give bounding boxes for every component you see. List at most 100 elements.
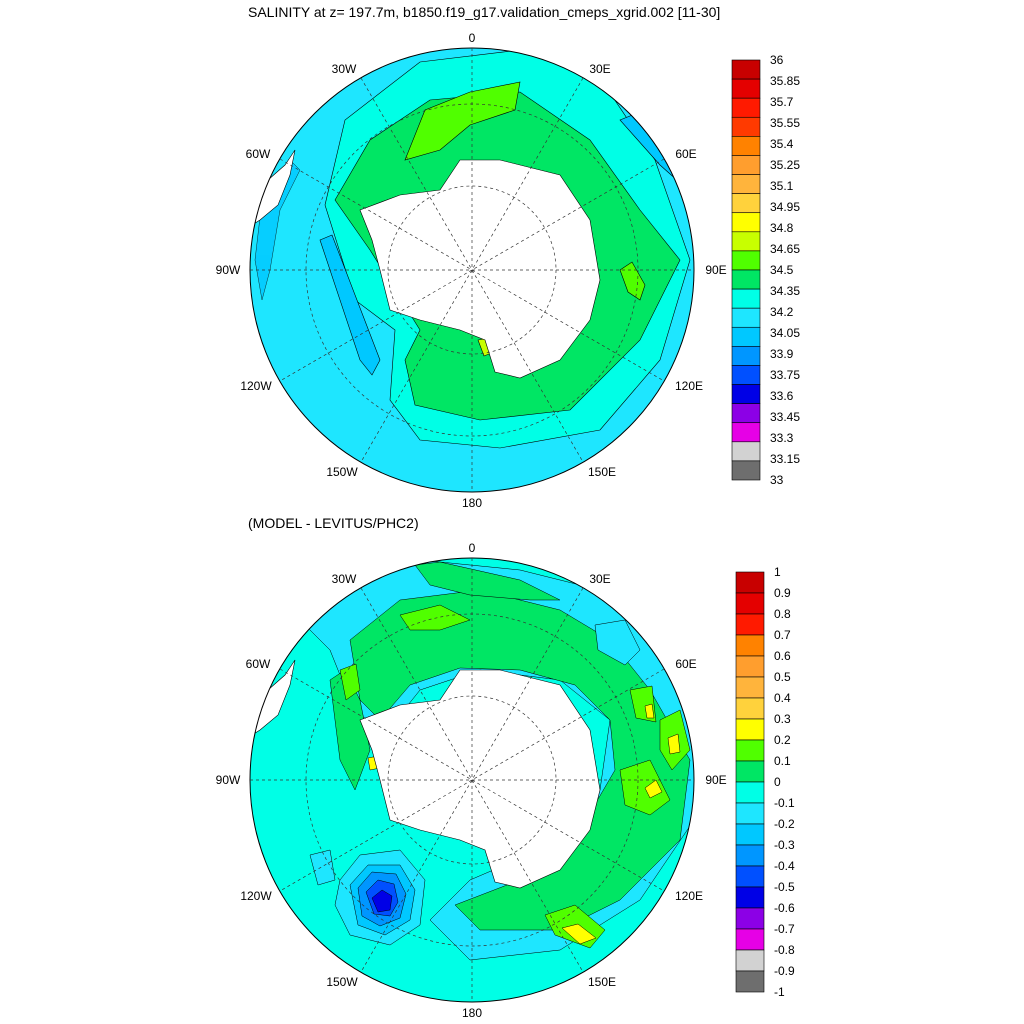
lon-label-30w: 30W — [332, 572, 357, 586]
colorbar-swatch — [731, 384, 761, 404]
colorbar-swatch — [735, 592, 765, 615]
colorbar-label: 34.35 — [770, 284, 800, 298]
colorbar-label: 35.55 — [770, 116, 800, 130]
colorbar-label: 0.3 — [774, 712, 791, 726]
colorbar-swatch — [731, 212, 761, 233]
colorbar-label: 0.2 — [774, 733, 791, 747]
colorbar-swatch — [731, 136, 761, 156]
colorbar-label: 0.9 — [774, 586, 791, 600]
map-title-difference: (MODEL - LEVITUS/PHC2) — [248, 515, 419, 531]
colorbar-label: -0.1 — [774, 796, 795, 810]
difference-graticule — [250, 558, 694, 1002]
colorbar-swatch — [731, 193, 761, 214]
colorbar-label: 35.7 — [770, 95, 794, 109]
lon-label-120w: 120W — [240, 889, 272, 903]
colorbar-swatch — [731, 365, 761, 385]
colorbar-swatch — [735, 760, 765, 783]
difference-longitude-labels: 0 30E 60E 90E 120E 150E 180 150W 120W 90… — [216, 541, 727, 1020]
lon-label-30e: 30E — [589, 572, 610, 586]
colorbar-swatch — [731, 231, 761, 252]
colorbar-label: -0.7 — [774, 922, 795, 936]
lon-label-90e: 90E — [705, 773, 726, 787]
colorbar-label: 33.45 — [770, 410, 800, 424]
colorbar-swatch — [731, 155, 761, 175]
colorbar-swatch — [735, 613, 765, 636]
lon-label-150w: 150W — [326, 465, 358, 479]
colorbar-label: 33.75 — [770, 368, 800, 382]
colorbar-label: 35.85 — [770, 74, 800, 88]
lon-label-90w: 90W — [216, 263, 241, 277]
colorbar-swatch — [735, 655, 765, 678]
colorbar-swatch — [731, 346, 761, 366]
colorbar-swatch — [735, 928, 765, 951]
colorbar-label: 35.4 — [770, 137, 794, 151]
colorbar-swatch — [735, 739, 765, 762]
lon-label-60w: 60W — [246, 147, 271, 161]
colorbar-swatch — [735, 949, 765, 972]
colorbar-swatch — [735, 865, 765, 888]
lon-label-150e: 150E — [588, 465, 616, 479]
colorbar-label: -1 — [774, 985, 785, 999]
lon-label-30w: 30W — [332, 62, 357, 76]
colorbar-swatch — [731, 307, 761, 328]
colorbar-label: 1 — [774, 565, 781, 579]
colorbar-label: 34.95 — [770, 200, 800, 214]
colorbar-label: 0.4 — [774, 691, 791, 705]
lon-label-0: 0 — [469, 31, 476, 45]
colorbar-swatch — [735, 634, 765, 657]
colorbar-label: 33.15 — [770, 452, 800, 466]
colorbar-swatch — [735, 781, 765, 804]
salinity-colorbar: 36 35.85 35.7 35.55 35.4 35.25 35.1 34.95 34.8 34… — [731, 53, 800, 487]
colorbar-label: 34.05 — [770, 326, 800, 340]
colorbar-label: 0.1 — [774, 754, 791, 768]
colorbar-label: -0.9 — [774, 964, 795, 978]
colorbar-label: 34.2 — [770, 305, 794, 319]
lon-label-120e: 120E — [675, 889, 703, 903]
colorbar-label: -0.8 — [774, 943, 795, 957]
salinity-longitude-labels: 0 30E 60E 90E 120E 150E 180 150W 120W 90… — [216, 31, 727, 510]
colorbar-swatch — [735, 697, 765, 720]
lon-label-60e: 60E — [675, 657, 696, 671]
colorbar-swatch — [731, 78, 761, 99]
lon-label-150e: 150E — [588, 975, 616, 989]
colorbar-label: -0.6 — [774, 901, 795, 915]
lon-label-180: 180 — [462, 496, 482, 510]
lon-label-150w: 150W — [326, 975, 358, 989]
lon-label-90e: 90E — [705, 263, 726, 277]
colorbar-swatch — [735, 907, 765, 930]
colorbar-swatch — [731, 460, 761, 481]
colorbar-swatch — [731, 326, 761, 347]
colorbar-label: 33.6 — [770, 389, 794, 403]
colorbar-label: 0.5 — [774, 670, 791, 684]
lon-label-120w: 120W — [240, 379, 272, 393]
colorbar-swatch — [731, 116, 761, 137]
colorbar-swatch — [731, 59, 761, 80]
colorbar-swatch — [731, 97, 761, 118]
colorbar-swatch — [731, 403, 761, 424]
colorbar-label: 34.65 — [770, 242, 800, 256]
lon-label-0: 0 — [469, 541, 476, 555]
colorbar-swatch — [731, 441, 761, 462]
colorbar-label: 34.5 — [770, 263, 794, 277]
colorbar-label: 0.7 — [774, 628, 791, 642]
lon-label-120e: 120E — [675, 379, 703, 393]
colorbar-swatch — [731, 422, 761, 443]
salinity-graticule — [250, 48, 694, 492]
colorbar-swatch — [735, 886, 765, 909]
colorbar-swatch — [735, 802, 765, 825]
colorbar-label: -0.2 — [774, 817, 795, 831]
colorbar-label: -0.3 — [774, 838, 795, 852]
lon-label-60e: 60E — [675, 147, 696, 161]
lon-label-180: 180 — [462, 1006, 482, 1020]
salinity-polar-map — [250, 48, 694, 492]
colorbar-swatch — [731, 269, 761, 290]
colorbar-label: 36 — [770, 53, 784, 67]
colorbar-swatch — [731, 174, 761, 194]
colorbar-label: 35.25 — [770, 158, 800, 172]
colorbar-label: 35.1 — [770, 179, 794, 193]
colorbar-swatch — [735, 571, 765, 594]
colorbar-label: 0 — [774, 775, 781, 789]
lon-label-90w: 90W — [216, 773, 241, 787]
lon-label-30e: 30E — [589, 62, 610, 76]
lon-label-60w: 60W — [246, 657, 271, 671]
